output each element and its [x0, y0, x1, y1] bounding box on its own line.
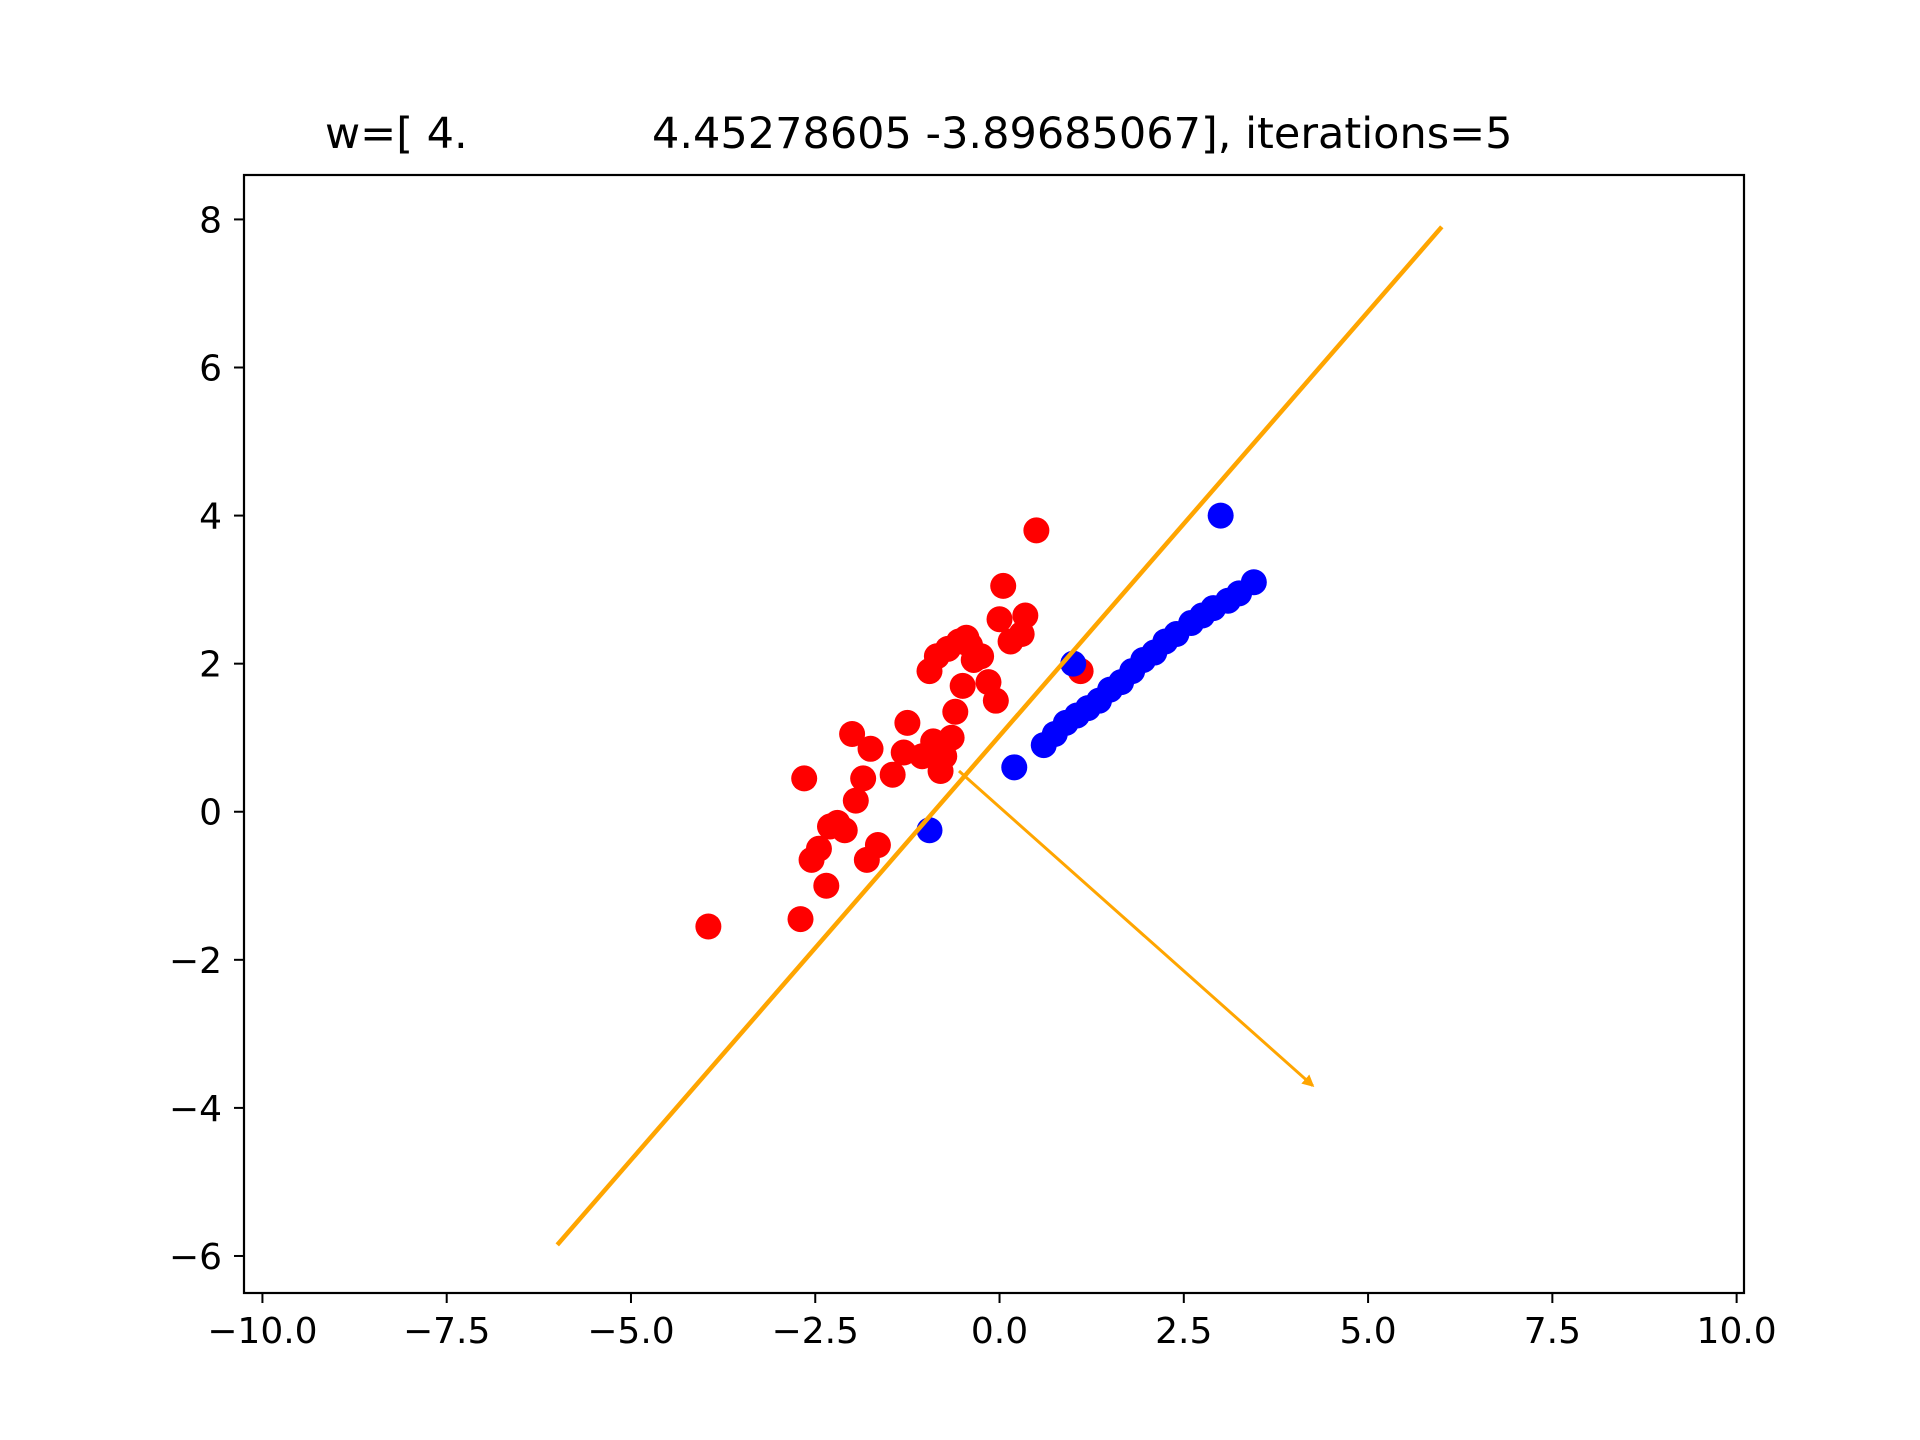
weight-vector-arrow — [957, 769, 1315, 1088]
data-point — [857, 735, 884, 762]
series-1 — [916, 502, 1267, 844]
data-point — [864, 832, 891, 859]
data-point — [894, 709, 921, 736]
decision-boundary-line — [555, 225, 1444, 1247]
x-tick-label: 0.0 — [971, 1311, 1028, 1352]
data-point — [968, 643, 995, 670]
data-point — [831, 817, 858, 844]
chart-title-part-2: 4.45278605 -3.89685067], iterations=5 — [652, 109, 1513, 159]
y-tick-label: 2 — [199, 645, 222, 686]
x-tick-label: −5.0 — [587, 1311, 674, 1352]
data-point — [982, 687, 1009, 714]
x-tick-label: −10.0 — [207, 1311, 317, 1352]
plot-area — [555, 225, 1444, 1247]
data-point — [787, 906, 814, 933]
y-tick-label: −6 — [169, 1237, 222, 1278]
x-axis: −10.0 −7.5 −5.0 −2.5 0.0 2.5 5.0 7.5 10.0 — [207, 1293, 1777, 1352]
axes-frame — [242, 173, 1746, 1295]
data-point — [791, 765, 818, 792]
x-tick-label: 2.5 — [1155, 1311, 1212, 1352]
y-tick-label: 8 — [199, 200, 222, 241]
y-tick-label: 0 — [199, 793, 222, 834]
data-point — [990, 572, 1017, 599]
data-point — [839, 721, 866, 747]
data-point — [842, 787, 869, 814]
x-tick-label: 7.5 — [1524, 1311, 1581, 1352]
y-tick-label: 4 — [199, 497, 222, 538]
chart-title-part-1: w=[ 4. — [325, 109, 468, 159]
data-point — [695, 913, 722, 940]
x-tick-label: −2.5 — [772, 1311, 859, 1352]
data-point — [879, 761, 906, 788]
data-point — [1001, 754, 1028, 781]
data-point — [1012, 602, 1039, 629]
y-tick-label: 6 — [199, 349, 222, 390]
y-tick-label: −2 — [169, 941, 222, 982]
data-point — [813, 872, 840, 899]
y-tick-label: −4 — [169, 1089, 222, 1130]
data-point — [942, 698, 969, 725]
data-point — [850, 765, 877, 792]
data-point — [938, 724, 965, 751]
x-tick-label: −7.5 — [403, 1311, 490, 1352]
data-point — [949, 672, 976, 699]
y-axis: −6 −4 −2 0 2 4 6 8 — [169, 200, 244, 1278]
series-0 — [695, 517, 1094, 940]
data-point — [805, 835, 832, 862]
data-point — [1240, 569, 1267, 596]
x-tick-label: 5.0 — [1339, 1311, 1396, 1352]
data-point — [1207, 502, 1234, 529]
data-point — [986, 606, 1013, 633]
data-point — [1023, 517, 1050, 544]
x-tick-label: 10.0 — [1697, 1311, 1777, 1352]
